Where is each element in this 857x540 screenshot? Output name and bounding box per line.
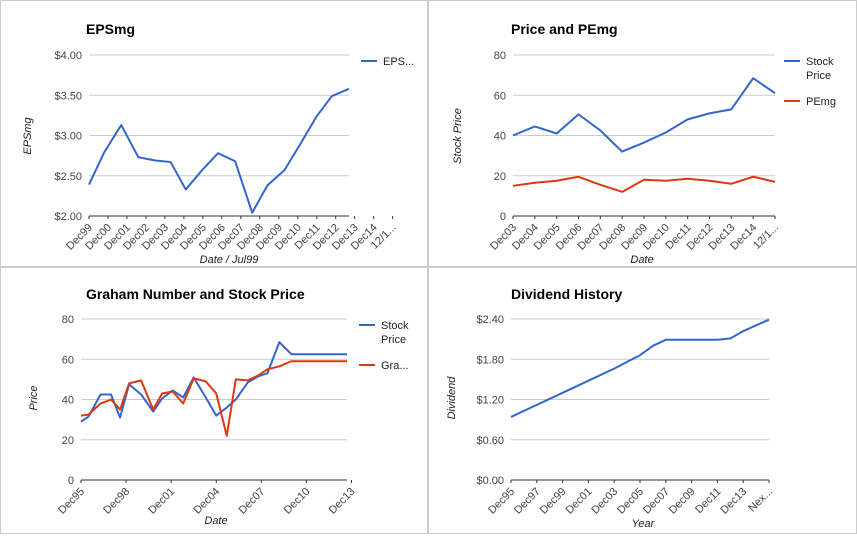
- price-pemg-y-axis-label: Stock Price: [452, 108, 464, 164]
- series-line-0: [80, 341, 347, 423]
- eps-plot-area: $2.00$2.50$3.00$3.50$4.00Dec99Dec00Dec01…: [54, 50, 414, 253]
- series-line-0: [512, 77, 776, 153]
- y-tick-label: $1.20: [476, 395, 504, 407]
- x-tick-label: Dec05: [615, 486, 646, 517]
- x-tick-label: Dec04: [191, 486, 222, 517]
- y-tick-label: $3.50: [54, 90, 82, 102]
- series-line-0: [88, 87, 350, 214]
- y-tick-label: 40: [62, 395, 74, 407]
- legend-label: Stock Price: [806, 56, 834, 82]
- graham-chart-panel: Graham Number and Stock Price Price Date…: [0, 267, 428, 534]
- y-tick-label: $2.40: [476, 314, 504, 326]
- y-tick-label: 80: [62, 314, 74, 326]
- x-tick-label: Dec13: [327, 486, 358, 517]
- eps-x-axis-label: Date / Jul99: [200, 254, 259, 266]
- eps-y-axis-label: EPSmg: [22, 116, 34, 154]
- graham-chart: Graham Number and Stock Price Price Date…: [28, 286, 409, 527]
- eps-chart-panel: EPSmg EPSmg Date / Jul99 $2.00 $2.50 $3.00…: [0, 0, 428, 267]
- y-tick-label: $4.00: [54, 50, 82, 62]
- y-tick-label: $0.60: [476, 435, 504, 447]
- eps-chart: EPSmg EPSmg Date / Jul99 $2.00 $2.50 $3.00…: [22, 21, 414, 266]
- dividend-chart: Dividend History Dividend Year $0.00 $0.6…: [446, 286, 775, 530]
- y-tick-label: $2.50: [54, 171, 82, 183]
- x-tick-label: Dec07: [641, 486, 672, 517]
- x-tick-label: Dec13: [718, 486, 749, 517]
- legend-label: Gra...: [381, 360, 409, 372]
- y-tick-label: 0: [68, 475, 74, 487]
- y-tick-label: 60: [494, 90, 506, 102]
- y-tick-label: $1.80: [476, 354, 504, 366]
- y-tick-label: 0: [500, 211, 506, 223]
- price-pemg-chart: Price and PEmg Stock Price Date 0 20 40 60 8…: [452, 21, 836, 266]
- x-tick-label: Dec01: [564, 486, 595, 517]
- price-pemg-plot-area: 020406080Dec03Dec04Dec05Dec06Dec07Dec08D…: [488, 50, 836, 253]
- x-tick-label: Dec99: [538, 486, 569, 517]
- legend-label: PEmg: [806, 96, 836, 108]
- graham-chart-title: Graham Number and Stock Price: [86, 286, 305, 302]
- graham-plot-area: 0 20 40 60 80 Dec95 Dec98 Dec01 Dec04 Dec07 Dec10 D…: [56, 314, 409, 517]
- legend-label: Stock Price: [381, 320, 409, 346]
- x-tick-label: Nex...: [746, 486, 775, 515]
- series-line-1: [80, 360, 347, 437]
- dividend-y-axis-label: Dividend: [446, 376, 458, 420]
- y-tick-label: 40: [494, 131, 506, 143]
- x-tick-label: Dec97: [512, 486, 543, 517]
- x-tick-label: Dec11: [693, 486, 723, 516]
- y-tick-label: 20: [494, 171, 506, 183]
- legend-label: EPS...: [383, 56, 414, 68]
- y-tick-label: 20: [62, 435, 74, 447]
- graham-x-axis-label: Date: [204, 515, 227, 527]
- dividend-plot-area: $0.00 $0.60 $1.20 $1.80 $2.40 Dec95Dec97Dec99…: [476, 314, 775, 517]
- series-line-1: [512, 175, 776, 193]
- y-tick-label: $2.00: [54, 211, 82, 223]
- x-tick-label: Dec98: [101, 486, 132, 517]
- x-tick-label: Dec95: [56, 486, 87, 517]
- x-tick-label: Dec07: [236, 486, 267, 517]
- x-tick-label: 12/1...: [751, 222, 781, 252]
- dividend-x-axis-label: Year: [632, 518, 656, 530]
- series-line-0: [510, 318, 770, 418]
- x-tick-label: Dec09: [667, 486, 698, 517]
- graham-y-axis-label: Price: [28, 385, 40, 410]
- price-pemg-chart-panel: Price and PEmg Stock Price Date 0 20 40 60 8…: [428, 0, 857, 267]
- price-pemg-chart-title: Price and PEmg: [511, 21, 618, 37]
- y-tick-label: $3.00: [54, 131, 82, 143]
- x-tick-label: Dec01: [146, 486, 177, 517]
- eps-chart-title: EPSmg: [86, 21, 135, 37]
- x-tick-label: Dec10: [282, 486, 313, 517]
- x-tick-label: Dec03: [589, 486, 620, 517]
- x-tick-label: Dec95: [486, 486, 517, 517]
- y-tick-label: 80: [494, 50, 506, 62]
- y-tick-label: 60: [62, 354, 74, 366]
- dividend-chart-title: Dividend History: [511, 286, 622, 302]
- dividend-chart-panel: Dividend History Dividend Year $0.00 $0.6…: [428, 267, 857, 534]
- price-pemg-x-axis-label: Date: [630, 254, 653, 266]
- y-tick-label: $0.00: [476, 475, 504, 487]
